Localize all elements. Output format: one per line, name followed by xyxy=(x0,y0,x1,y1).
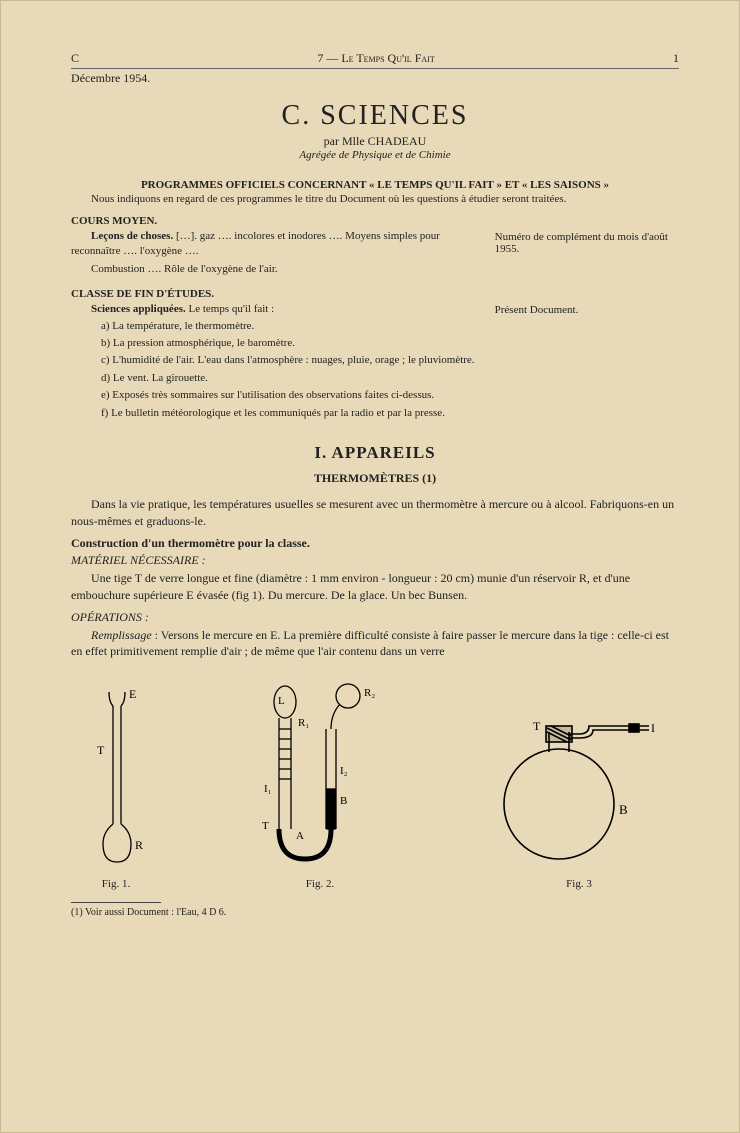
document-page: C 7 — Le Temps Qu'il Fait 1 Décembre 195… xyxy=(0,0,740,1133)
fin-etudes-c: c) L'humidité de l'air. L'eau dans l'atm… xyxy=(101,353,477,368)
fig2-label-B: B xyxy=(340,795,347,807)
author-line: par Mlle CHADEAU xyxy=(71,134,679,149)
fin-etudes-b: b) La pression atmosphérique, le baromèt… xyxy=(101,336,477,351)
cours-moyen-line1: Leçons de choses. Leçons de choses. […].… xyxy=(71,229,477,259)
fig3-svg: T I B xyxy=(479,684,679,874)
cours-moyen-heading: COURS MOYEN. xyxy=(71,215,679,227)
fig2-label-I1: I₁ xyxy=(264,783,272,795)
fig3-caption: Fig. 3 xyxy=(479,878,679,890)
fig2-caption: Fig. 2. xyxy=(230,878,410,890)
figure-2: L R₁ R₂ I₁ I₂ T A B Fig. 2. xyxy=(230,674,410,890)
fig2-label-L: L xyxy=(278,695,285,707)
header-right: 1 xyxy=(673,51,679,66)
appareils-intro: Dans la vie pratique, les températures u… xyxy=(71,496,679,530)
fig2-label-T: T xyxy=(262,820,269,832)
fin-etudes-f: f) Le bulletin météorologique et les com… xyxy=(101,406,477,421)
programmes-heading: PROGRAMMES OFFICIELS CONCERNANT « LE TEM… xyxy=(71,179,679,191)
fin-etudes-e: e) Exposés très sommaires sur l'utilisat… xyxy=(101,388,477,403)
fin-etudes-d: d) Le vent. La girouette. xyxy=(101,371,477,386)
header-date: Décembre 1954. xyxy=(71,71,679,86)
header-center: 7 — Le Temps Qu'il Fait xyxy=(317,51,434,66)
operations-text: Remplissage : Versons le mercure en E. L… xyxy=(71,627,679,661)
appareils-title: I. APPAREILS xyxy=(71,443,679,463)
fin-etudes-note: Présent Document. xyxy=(495,302,679,424)
fig1-svg: E T R xyxy=(71,684,161,874)
operations-label: OPÉRATIONS : xyxy=(71,610,679,625)
thermometres-subtitle: THERMOMÈTRES (1) xyxy=(71,471,679,486)
fig2-svg: L R₁ R₂ I₁ I₂ T A B xyxy=(230,674,410,874)
materiel-text: Une tige T de verre longue et fine (diam… xyxy=(71,570,679,604)
programmes-sub: Nous indiquons en regard de ces programm… xyxy=(71,193,679,205)
fig2-label-A: A xyxy=(296,830,304,842)
page-header: C 7 — Le Temps Qu'il Fait 1 xyxy=(71,51,679,69)
fin-etudes-intro: Sciences appliquées. Le temps qu'il fait… xyxy=(71,302,477,317)
footnote-rule xyxy=(71,902,161,903)
fig1-caption: Fig. 1. xyxy=(71,878,161,890)
materiel-label: MATÉRIEL NÉCESSAIRE : xyxy=(71,553,679,568)
footnote: (1) Voir aussi Document : l'Eau, 4 D 6. xyxy=(71,907,679,918)
fig3-label-T: T xyxy=(533,719,541,733)
fig2-label-R2: R₂ xyxy=(364,687,375,699)
fig1-label-R: R xyxy=(135,838,143,852)
main-title: C. SCIENCES xyxy=(71,100,679,132)
cours-moyen-line2: Combustion …. Rôle de l'oxygène de l'air… xyxy=(71,262,477,277)
figure-3: T I B Fig. 3 xyxy=(479,684,679,890)
cours-moyen-note: Numéro de complément du mois d'août 1955… xyxy=(495,229,679,280)
fig1-label-T: T xyxy=(97,743,105,757)
construction-label: Construction d'un thermomètre pour la cl… xyxy=(71,536,679,551)
fig3-label-I: I xyxy=(651,721,655,735)
fin-etudes-a: a) La température, le thermomètre. xyxy=(101,319,477,334)
header-left: C xyxy=(71,51,79,66)
fin-etudes-block: Sciences appliquées. Le temps qu'il fait… xyxy=(71,302,679,424)
figure-1: E T R Fig. 1. xyxy=(71,684,161,890)
author-subtitle: Agrégée de Physique et de Chimie xyxy=(71,149,679,161)
fig3-label-B: B xyxy=(619,802,628,817)
fig1-label-E: E xyxy=(129,687,136,701)
fin-etudes-heading: CLASSE DE FIN D'ÉTUDES. xyxy=(71,288,679,300)
cours-moyen-block: Leçons de choses. Leçons de choses. […].… xyxy=(71,229,679,280)
fig2-label-R1: R₁ xyxy=(298,717,309,729)
figures-row: E T R Fig. 1. xyxy=(71,674,679,890)
fig2-label-I2: I₂ xyxy=(340,765,348,777)
